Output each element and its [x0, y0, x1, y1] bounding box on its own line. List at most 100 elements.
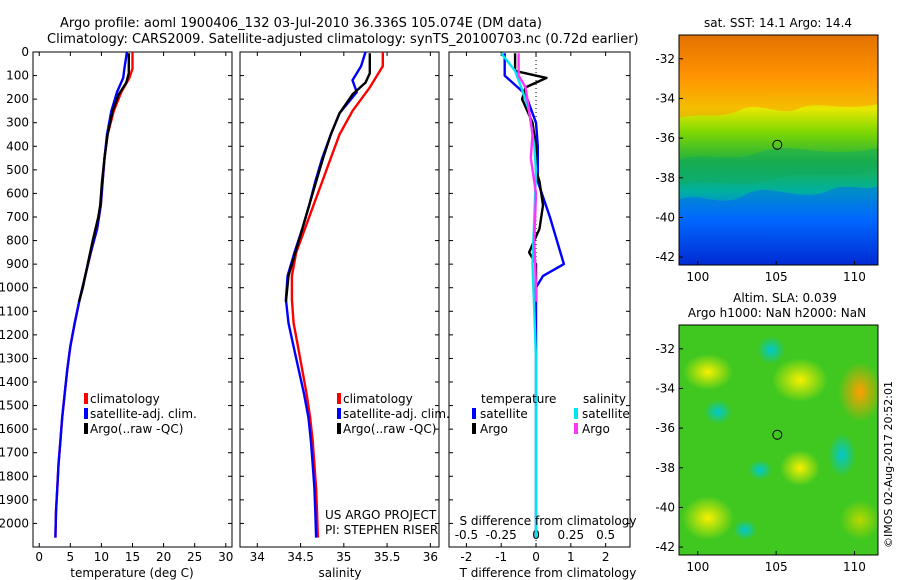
x-tick-label: 25 [187, 550, 202, 564]
series-line-satellite-adj-clim- [54, 51, 129, 538]
x-tick-label: 35 [336, 550, 351, 564]
sla-map-subtitle: Argo h1000: NaN h2000: NaN [688, 306, 866, 320]
x-tick-label: 35.5 [374, 550, 401, 564]
sla-high-anomaly [682, 496, 734, 540]
depth-tick-label: 300 [6, 116, 29, 130]
legend-header-salinity: salinity [583, 392, 626, 406]
depth-tick-label: 500 [6, 163, 29, 177]
sla-low-anomaly [733, 520, 757, 540]
x-tick-label: 15 [125, 550, 140, 564]
map-x-tick-label: 105 [765, 560, 788, 574]
sst-front-region [679, 148, 878, 186]
map-x-tick-label: 110 [843, 270, 866, 284]
difference-xlabel: T difference from climatology [459, 566, 637, 580]
salinity-chart: 34 34.5 35 35.5 36 [240, 51, 439, 564]
legend-swatch-climatology [84, 393, 88, 404]
difference-panel [448, 51, 631, 548]
x-tick-label: 2 [602, 550, 610, 564]
top-tick-label: -0.25 [486, 528, 517, 542]
legend-swatch-temp-satellite [472, 408, 476, 419]
sla-map-title: Altim. SLA: 0.039 [733, 291, 837, 305]
x-tick-label: 30 [218, 550, 233, 564]
x-tick-label: 0 [532, 550, 540, 564]
salinity-legend: climatology satellite-adj. clim. Argo(..… [337, 392, 450, 436]
legend-label: Argo [582, 422, 610, 436]
series-line-climatology [54, 52, 134, 538]
legend-swatch-argo [337, 423, 341, 434]
difference-top-label: S difference from climatology [460, 514, 637, 528]
legend-label: satellite [582, 407, 630, 421]
top-tick-label: 0.25 [557, 528, 584, 542]
x-tick-label: 20 [156, 550, 171, 564]
sla-high-anomaly [840, 500, 880, 540]
map-y-tick-label: -38 [655, 461, 675, 475]
sla-low-anomaly [828, 433, 856, 477]
pi-label: PI: STEPHEN RISER [325, 523, 438, 537]
sla-high-anomaly [838, 362, 882, 422]
legend-swatch-climatology [337, 393, 341, 404]
float-location-marker [772, 139, 783, 150]
depth-tick-label: 1100 [0, 304, 29, 318]
sst-map-image [679, 35, 878, 265]
depth-tick-label: 900 [6, 257, 29, 271]
depth-tick-label: 1000 [0, 281, 29, 295]
x-tick-label: 5 [66, 550, 74, 564]
map-y-tick-label: -42 [655, 540, 675, 554]
temperature-legend: climatology satellite-adj. clim. Argo(..… [84, 392, 197, 436]
series-line-climatology [290, 52, 384, 538]
sla-map-axes: 100 105 110 -32 -34 -36 -38 -40 -42 [655, 342, 866, 574]
map-x-tick-label: 105 [765, 270, 788, 284]
legend-swatch-sal-argo [574, 423, 578, 434]
map-x-tick-label: 100 [686, 270, 709, 284]
x-tick-label: 10 [94, 550, 109, 564]
depth-tick-label: 2000 [0, 516, 29, 530]
depth-tick-label: 1300 [0, 351, 29, 365]
depth-tick-label: 1400 [0, 375, 29, 389]
float-location-marker [772, 429, 783, 440]
x-tick-label: 34.5 [287, 550, 314, 564]
depth-tick-label: 200 [6, 92, 29, 106]
sla-map-image [679, 325, 882, 555]
difference-legend: temperature salinity satellite Argo sate… [472, 392, 630, 436]
top-tick-label: -0.5 [455, 528, 478, 542]
map-y-tick-label: -32 [655, 342, 675, 356]
depth-tick-label: 0 [21, 45, 29, 59]
sst-map-frame [678, 34, 879, 266]
sst-cold-region [679, 186, 878, 265]
legend-label: satellite [480, 407, 528, 421]
x-tick-label: -2 [460, 550, 472, 564]
x-tick-label: 36 [423, 550, 438, 564]
depth-tick-label: 800 [6, 234, 29, 248]
legend-swatch-satellite [84, 408, 88, 419]
sla-high-anomaly [683, 354, 733, 390]
sla-low-anomaly [704, 400, 732, 424]
series-line-satellite-adj-clim- [284, 51, 367, 538]
difference-chart: -2 -1 0 1 2-0.5 -0.25 0 0.25 0.5 [449, 51, 630, 564]
x-tick-label: 34 [250, 550, 265, 564]
sst-map-title: sat. SST: 14.1 Argo: 14.4 [704, 16, 852, 30]
temperature-chart: 0100200300400500600700800900100011001200… [0, 45, 233, 564]
salinity-panel [239, 51, 440, 548]
project-label: US ARGO PROJECT [325, 508, 437, 522]
map-x-tick-label: 100 [686, 560, 709, 574]
legend-label: Argo [480, 422, 508, 436]
depth-tick-label: 1900 [0, 493, 29, 507]
map-y-tick-label: -36 [655, 131, 675, 145]
top-tick-label: 0.5 [596, 528, 615, 542]
legend-swatch-satellite [337, 408, 341, 419]
legend-label: Argo(..raw -QC) [343, 422, 436, 436]
map-x-tick-label: 110 [843, 560, 866, 574]
map-y-tick-label: -32 [655, 52, 675, 66]
depth-tick-label: 1700 [0, 446, 29, 460]
x-tick-label: -1 [495, 550, 507, 564]
legend-label: Argo(..raw -QC) [90, 422, 183, 436]
figure-title-line1: Argo profile: aoml 1900406_132 03-Jul-20… [60, 16, 542, 31]
legend-label: climatology [90, 392, 160, 406]
legend-label: satellite-adj. clim. [343, 407, 450, 421]
legend-swatch-temp-argo [472, 423, 476, 434]
map-y-tick-label: -38 [655, 171, 675, 185]
depth-tick-label: 1200 [0, 328, 29, 342]
sla-low-anomaly [748, 460, 772, 480]
legend-swatch-sal-satellite [574, 408, 578, 419]
